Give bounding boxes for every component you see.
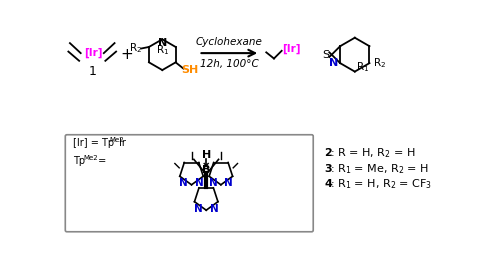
Text: [Ir]: [Ir] <box>282 43 300 54</box>
Text: : R = H, R$_2$ = H: : R = H, R$_2$ = H <box>330 146 416 160</box>
Text: R$_1$: R$_1$ <box>356 60 370 74</box>
Text: Ir: Ir <box>119 138 126 148</box>
Text: Cyclohexane: Cyclohexane <box>196 37 262 47</box>
Text: N: N <box>158 38 167 48</box>
Text: 2: 2 <box>324 148 332 158</box>
Text: [Ir] = Tp: [Ir] = Tp <box>73 138 114 148</box>
Text: N: N <box>194 204 203 214</box>
Text: N: N <box>210 204 218 214</box>
Text: 4: 4 <box>324 179 332 189</box>
Text: : R$_1$ = Me, R$_2$ = H: : R$_1$ = Me, R$_2$ = H <box>330 162 430 175</box>
Text: 1: 1 <box>89 65 97 78</box>
Text: SH: SH <box>181 65 198 75</box>
Text: N: N <box>224 178 233 188</box>
Text: N: N <box>195 178 203 188</box>
Text: : R$_1$ = H, R$_2$ = CF$_3$: : R$_1$ = H, R$_2$ = CF$_3$ <box>330 177 432 191</box>
Text: =: = <box>94 156 106 166</box>
Text: Me2: Me2 <box>109 137 124 143</box>
Text: [Ir]: [Ir] <box>84 48 102 58</box>
Text: 12h, 100°C: 12h, 100°C <box>200 59 258 69</box>
Text: Me2: Me2 <box>84 155 98 161</box>
Text: S: S <box>322 50 330 60</box>
Text: B: B <box>202 165 210 175</box>
Text: H: H <box>202 150 211 160</box>
Text: +: + <box>120 47 134 62</box>
Text: N: N <box>330 58 338 68</box>
Text: 3: 3 <box>324 164 332 174</box>
Text: R$_1$: R$_1$ <box>156 43 169 57</box>
FancyBboxPatch shape <box>66 135 313 232</box>
Text: R$_2$: R$_2$ <box>372 56 386 70</box>
Text: Tp: Tp <box>73 156 85 166</box>
Text: N: N <box>180 178 188 188</box>
Text: N: N <box>209 178 218 188</box>
Text: R$_2$: R$_2$ <box>128 42 141 55</box>
